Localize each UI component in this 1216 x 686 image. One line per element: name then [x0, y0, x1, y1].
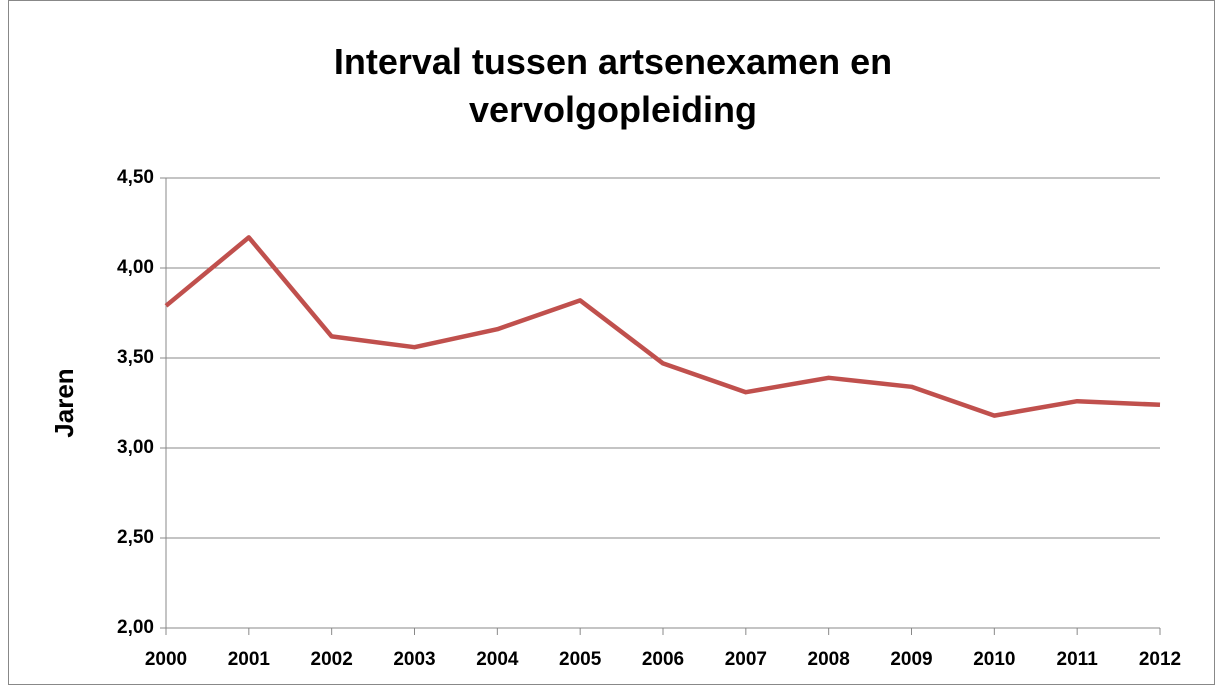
line-series: [164, 235, 1161, 418]
x-tick-label: 2007: [725, 649, 767, 670]
x-tick-label: 2004: [476, 649, 519, 670]
x-tick-label: 2005: [559, 649, 602, 670]
x-tick-label: 2006: [642, 649, 684, 670]
x-tick-label: 2012: [1139, 649, 1181, 670]
chart-title: Interval tussen artsenexamen en vervolgo…: [333, 41, 893, 130]
y-axis-label: Jaren: [49, 368, 79, 437]
x-tick-label: 2002: [311, 649, 353, 670]
y-tick-label: 2,50: [117, 527, 154, 548]
x-tick-label: 2010: [973, 649, 1015, 670]
x-tick-label: 2008: [808, 649, 850, 670]
y-tick-label: 4,50: [117, 167, 154, 188]
y-tick-label: 3,00: [117, 437, 154, 458]
x-tick-label: 2009: [890, 649, 932, 670]
x-tick-label: 2000: [145, 649, 187, 670]
x-tick-label: 2011: [1057, 649, 1099, 670]
y-tick-label: 4,00: [117, 257, 154, 278]
y-tick-label: 3,50: [117, 347, 154, 368]
chart-border: [8, 0, 1215, 685]
x-tick-label: 2003: [393, 649, 435, 670]
x-tick-label: 2001: [228, 649, 271, 670]
y-tick-label: 2,00: [117, 617, 154, 638]
